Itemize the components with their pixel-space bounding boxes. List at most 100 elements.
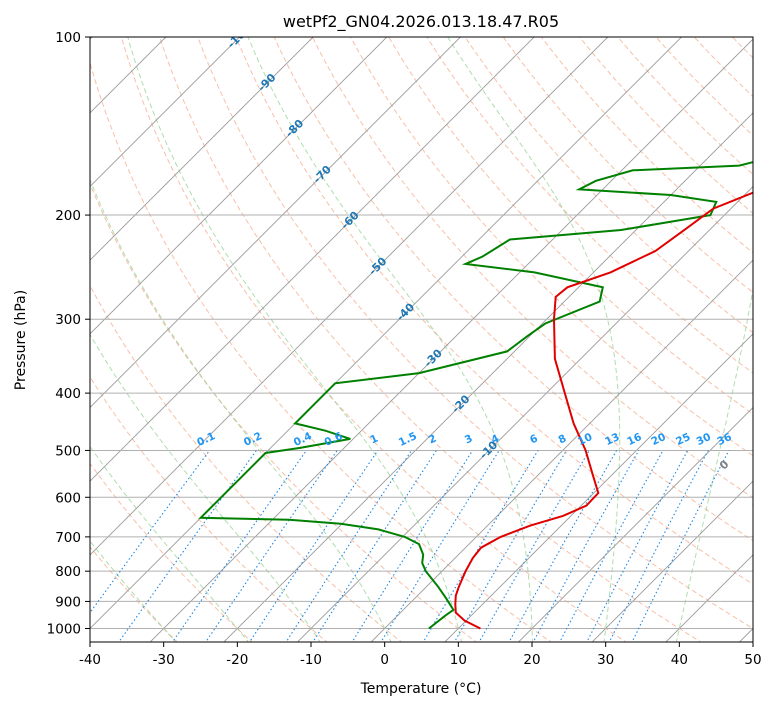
mixing-ratio-label: 20: [649, 431, 667, 448]
mixing-ratio-line: [422, 450, 539, 642]
dry-adiabat: [426, 37, 753, 374]
isotherm-line: [665, 554, 753, 642]
x-tick-label: 10: [450, 652, 467, 668]
dry-adiabat: [90, 182, 478, 642]
mixing-ratio-line: [205, 450, 338, 642]
isotherm-label: -60: [338, 209, 361, 232]
chart-title: wetPf2_GN04.2026.013.18.47.R05: [283, 12, 559, 32]
moist-adiabat: [675, 286, 753, 642]
dry-adiabat: [502, 37, 753, 294]
x-axis-label: Temperature (°C): [360, 681, 482, 697]
y-axis-label: Pressure (hPa): [13, 290, 29, 390]
dry-adiabat: [120, 37, 627, 642]
mixing-ratio-line: [248, 450, 379, 642]
mixing-ratio-label: 30: [695, 431, 713, 448]
x-tick-label: 30: [597, 652, 614, 668]
plot-area: -100-90-80-70-60-50-40-30-20-100.1 0.2 0.4…: [90, 37, 770, 642]
y-tick-label: 100: [55, 30, 81, 46]
x-tick-label: -30: [153, 652, 175, 668]
mixing-ratio-label: 16: [625, 431, 643, 448]
isotherm-line: [90, 37, 314, 261]
moist-adiabat: [447, 37, 621, 642]
y-tick-label: 400: [55, 386, 81, 402]
mixing-ratio-line: [118, 450, 257, 642]
isotherm-label: -30: [422, 346, 445, 369]
x-tick-label: -40: [79, 652, 101, 668]
isotherm-line: [223, 112, 753, 642]
mixing-ratio-label: 10: [576, 431, 594, 448]
mixing-ratio-label: 36: [715, 431, 733, 448]
mixing-ratio-label: 13: [603, 431, 621, 448]
dry-adiabat: [159, 37, 702, 642]
mixing-ratio-label: 3: [463, 433, 475, 447]
isotherm-label: -80: [283, 117, 306, 140]
warm-isotherm-label: 0: [717, 458, 732, 473]
y-tick-label: 800: [55, 564, 81, 580]
mixing-ratio-label: 4: [489, 433, 501, 447]
x-tick-label: -20: [226, 652, 248, 668]
x-tick-label: 50: [744, 652, 761, 668]
dry-adiabat: [655, 37, 753, 137]
dry-adiabat: [579, 37, 753, 215]
mixing-ratio-line: [380, 450, 500, 642]
dry-adiabat: [732, 37, 753, 59]
dry-adiabat: [617, 37, 753, 175]
mixing-ratio-line: [559, 450, 664, 642]
isotherm-line: [370, 259, 753, 642]
isotherm-line: [90, 37, 462, 409]
mixing-ratio-label: 25: [674, 431, 692, 448]
isotherm-label: -50: [366, 254, 389, 277]
warm-isotherm-label: 10: [750, 493, 770, 513]
dry-adiabat: [388, 37, 753, 415]
moist-adiabat: [90, 178, 392, 642]
mixing-ratio-label: 6: [528, 433, 540, 447]
y-tick-label: 300: [55, 312, 81, 328]
axis-ticks: -40 -30 -20 -10 0 10 20 30 40 5010020030040050060…: [47, 30, 762, 668]
mixing-ratio-line: [351, 450, 474, 642]
isotherm-line: [296, 185, 753, 642]
y-tick-label: 200: [55, 208, 81, 224]
plot-frame: [89, 36, 754, 643]
dry-adiabat: [90, 376, 328, 642]
dry-adiabat: [90, 60, 552, 642]
isotherm-line: [90, 37, 241, 188]
mixing-ratio-line: [285, 450, 413, 642]
x-tick-label: 20: [523, 652, 540, 668]
dry-adiabat: [273, 37, 753, 542]
isotherm-line: [517, 406, 753, 642]
isotherm-line: [444, 333, 753, 642]
mixing-ratio-line: [586, 450, 689, 642]
moist-adiabat: [247, 37, 533, 642]
y-tick-label: 500: [55, 443, 81, 459]
isotherm-line: [591, 480, 753, 642]
mixing-ratio-line: [608, 450, 709, 642]
mixing-ratio-label: 8: [557, 433, 569, 447]
x-tick-label: -10: [300, 652, 322, 668]
isotherm-line: [149, 38, 753, 642]
mixing-ratio-label: 0.1: [195, 430, 217, 449]
isotherm-line: [90, 37, 609, 556]
mixing-ratio-label: 1: [368, 433, 380, 447]
y-tick-label: 600: [55, 490, 81, 506]
y-tick-label: 900: [55, 594, 81, 610]
mixing-ratio-line: [90, 450, 211, 614]
isotherm-label: -20: [449, 392, 472, 415]
x-tick-label: 40: [671, 652, 688, 668]
y-tick-label: 1000: [47, 622, 81, 638]
dry-adiabat: [350, 37, 753, 457]
dry-adiabat: [693, 37, 753, 98]
dry-adiabat: [197, 37, 753, 630]
y-tick-label: 700: [55, 530, 81, 546]
moist-adiabat: [90, 445, 250, 642]
dry-adiabat: [464, 37, 753, 334]
isotherm-line: [90, 37, 388, 335]
moist-adiabat: [90, 333, 321, 642]
mixing-ratio-label: 1.5: [397, 430, 419, 449]
mixing-ratio-line: [171, 450, 307, 642]
mixing-ratio-line: [312, 450, 437, 642]
mixing-ratio-label: 2: [427, 433, 439, 447]
isotherm-label: -90: [255, 71, 278, 94]
dry-adiabat: [541, 37, 753, 254]
dry-adiabat: [90, 462, 253, 642]
